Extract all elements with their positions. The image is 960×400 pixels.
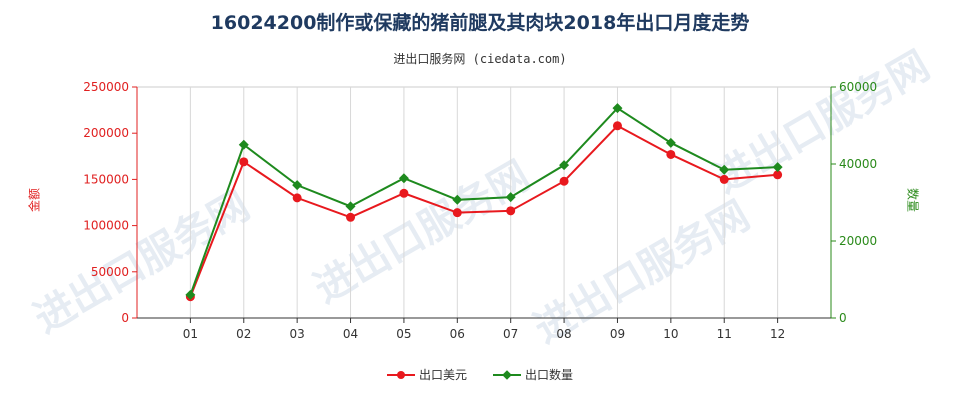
data-point-usd [719, 174, 729, 184]
y-tick-label-left: 150000 [83, 172, 129, 186]
y-tick-label-left: 250000 [83, 80, 129, 94]
data-point-quantity [505, 192, 516, 203]
x-tick-label: 07 [503, 327, 518, 341]
legend: 出口美元 出口数量 [0, 366, 960, 383]
x-tick-label: 02 [236, 327, 251, 341]
legend-swatch-usd [386, 370, 415, 380]
x-tick-label: 10 [663, 327, 678, 341]
data-point-usd [506, 206, 516, 216]
data-point-usd [773, 170, 783, 180]
y-tick-label-right: 20000 [839, 234, 877, 248]
data-point-quantity [185, 289, 196, 300]
x-tick-label: 06 [450, 327, 465, 341]
data-point-quantity [238, 139, 249, 150]
x-tick-label: 11 [717, 327, 732, 341]
x-tick-label: 04 [343, 327, 358, 341]
data-point-quantity [398, 173, 409, 184]
legend-item-quantity[interactable]: 出口数量 [493, 366, 573, 383]
data-point-quantity [559, 160, 570, 171]
data-point-usd [612, 121, 622, 131]
data-point-usd [239, 157, 249, 167]
y-tick-label-left: 0 [121, 311, 129, 325]
data-point-quantity [612, 103, 623, 114]
x-tick-label: 09 [610, 327, 625, 341]
y-tick-label-right: 0 [839, 311, 847, 325]
legend-item-usd[interactable]: 出口美元 [386, 366, 467, 383]
y-tick-label-left: 50000 [91, 265, 129, 279]
x-tick-label: 03 [290, 327, 305, 341]
x-tick-label: 01 [183, 327, 198, 341]
series-line-quantity [189, 106, 778, 296]
data-point-quantity [772, 162, 783, 173]
y-tick-label-left: 100000 [83, 219, 129, 233]
data-point-usd [346, 212, 356, 222]
plot-area [136, 86, 832, 319]
data-point-quantity [719, 164, 730, 175]
data-point-quantity [452, 194, 463, 205]
data-point-usd [399, 188, 409, 198]
y-tick-label-left: 200000 [83, 126, 129, 140]
data-point-usd [666, 149, 676, 159]
chart-title: 16024200制作或保藏的猪前腿及其肉块2018年出口月度走势 [210, 12, 750, 34]
legend-label-usd: 出口美元 [418, 368, 467, 382]
data-point-usd [559, 176, 569, 186]
x-tick-label: 08 [556, 327, 571, 341]
data-point-usd [292, 193, 302, 203]
legend-swatch-quantity [493, 369, 521, 380]
data-point-quantity [292, 180, 303, 191]
data-point-usd [452, 208, 462, 218]
chart-subtitle: 进出口服务网 (ciedata.com) [393, 52, 567, 66]
x-tick-label: 05 [396, 327, 411, 341]
y-tick-label-right: 40000 [839, 157, 877, 171]
legend-label-quantity: 出口数量 [525, 368, 574, 382]
y-tick-label-right: 60000 [839, 80, 877, 94]
data-point-quantity [345, 201, 356, 212]
series-line-usd [189, 124, 778, 298]
data-point-quantity [665, 137, 676, 148]
x-tick-label: 12 [770, 327, 785, 341]
